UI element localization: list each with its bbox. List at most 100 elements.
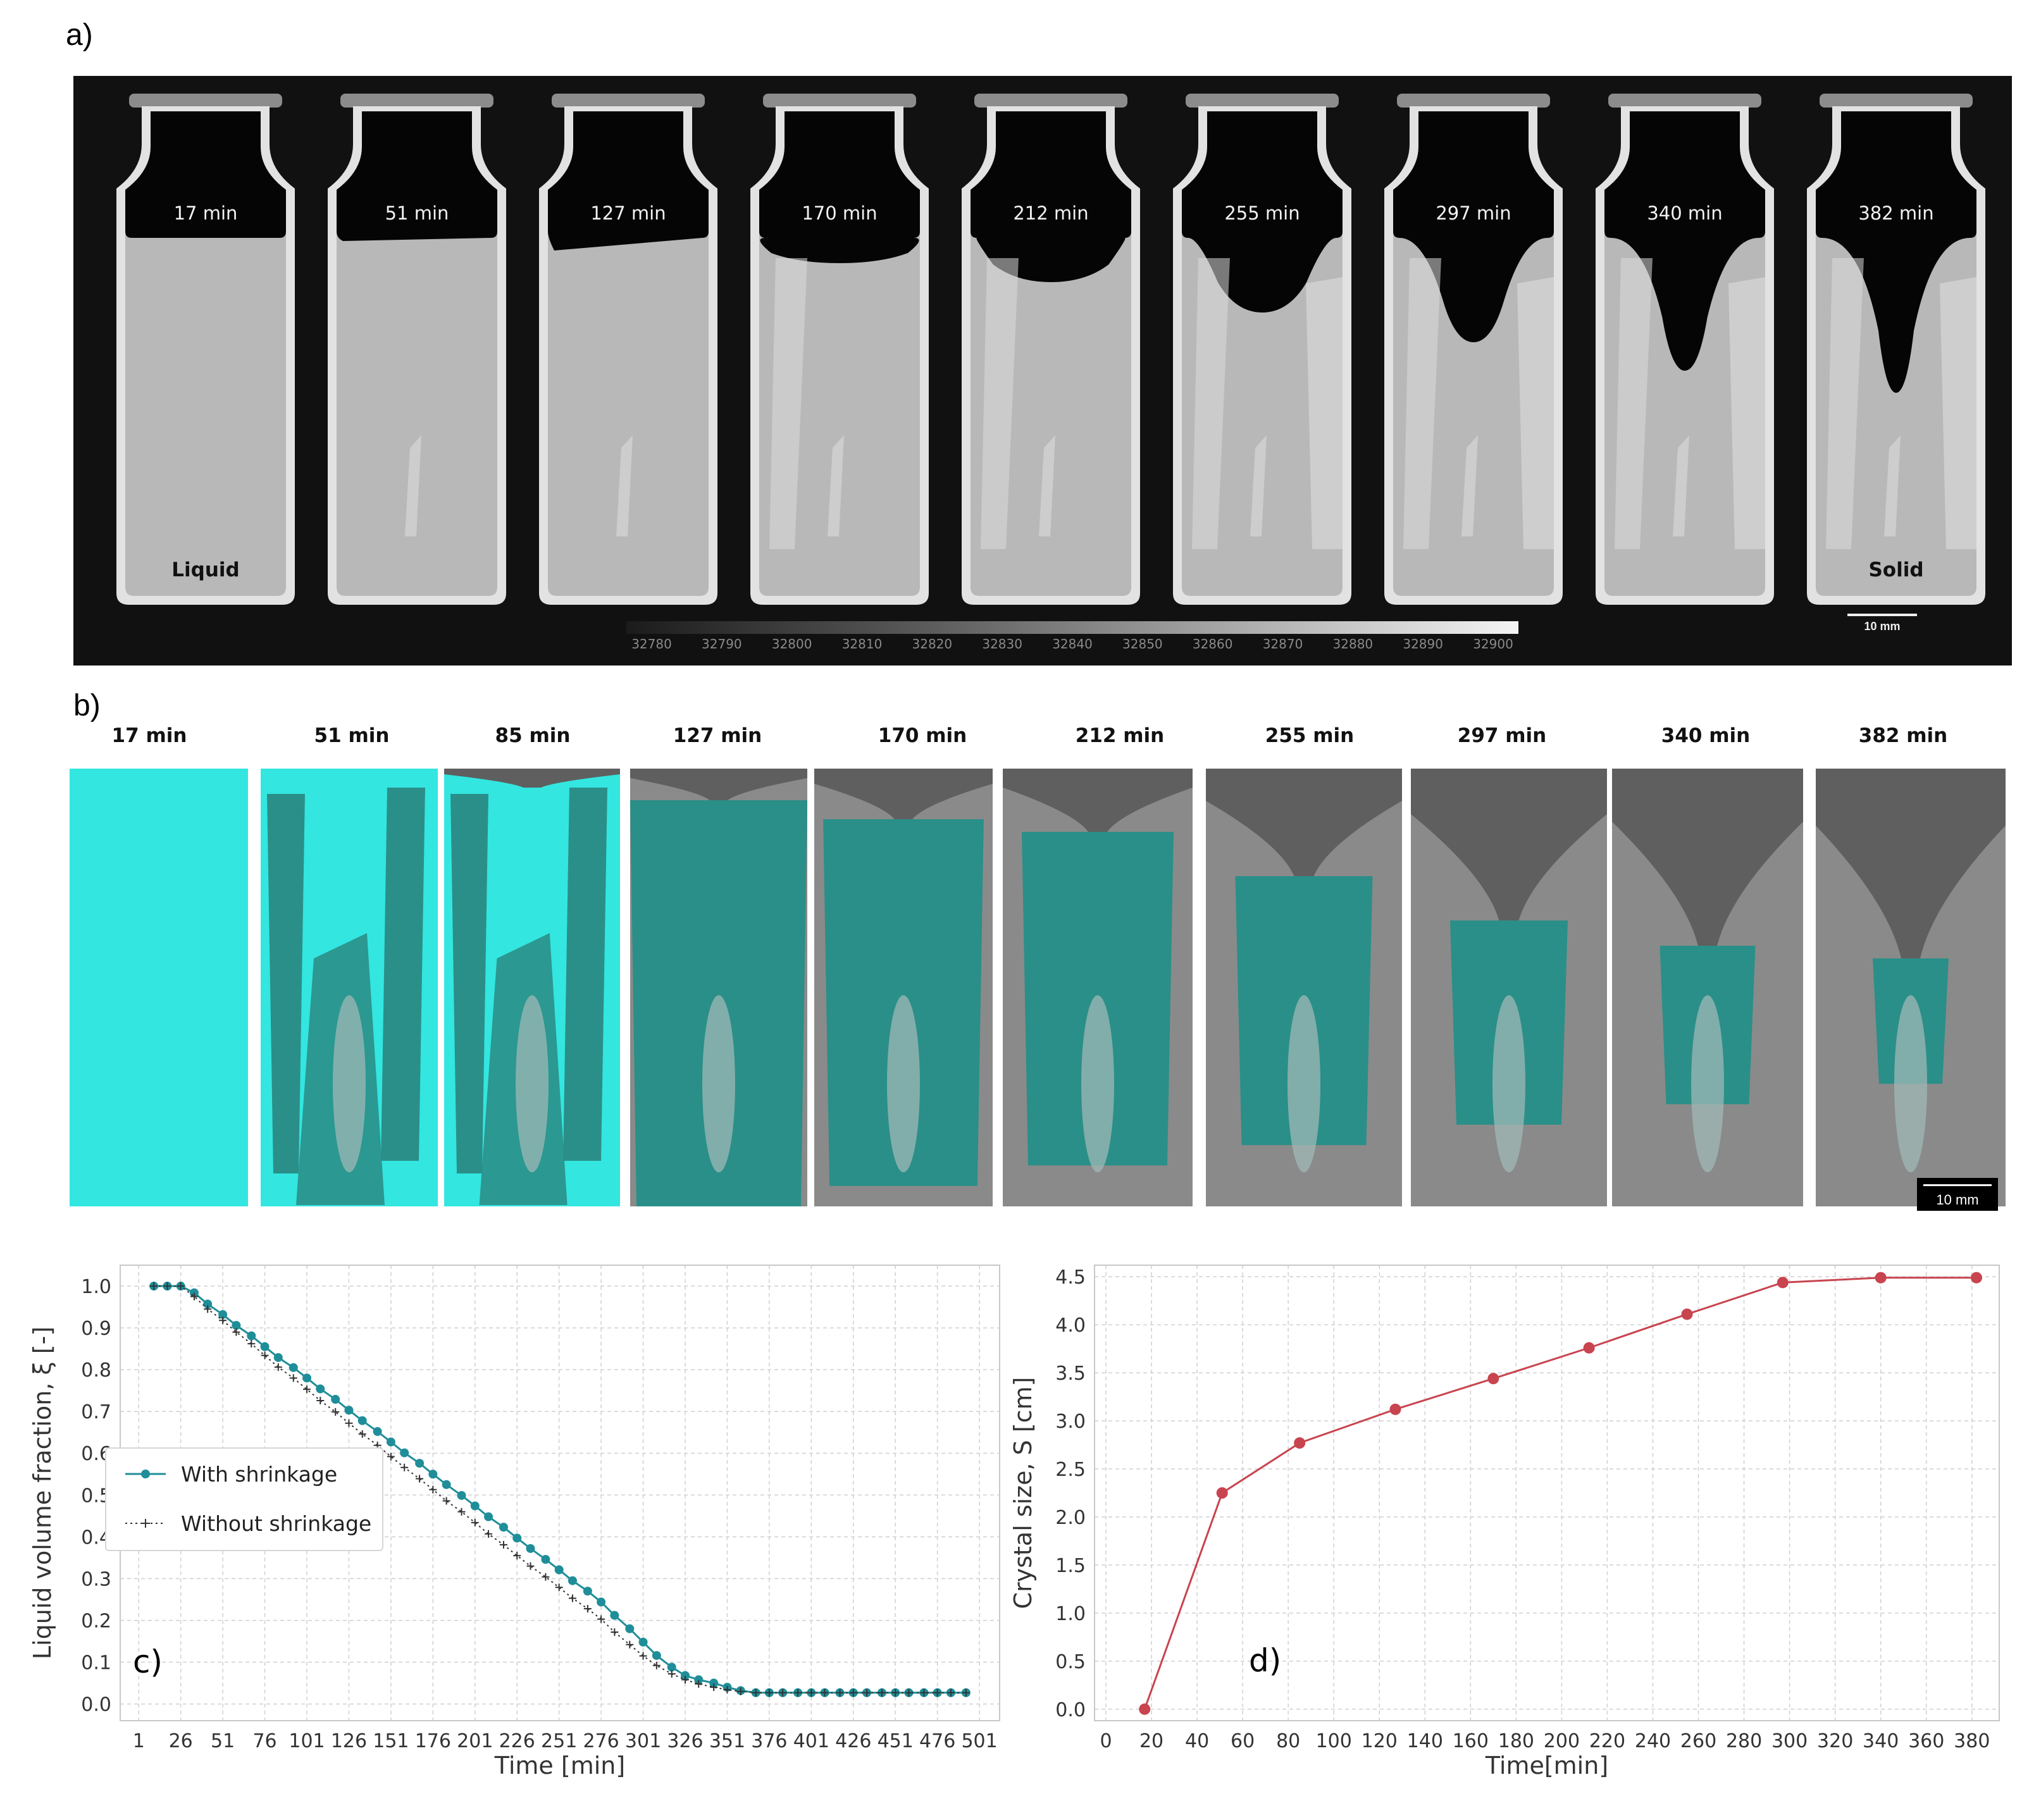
x-tick-label: 380 (1954, 1730, 1990, 1752)
data-point (821, 1688, 829, 1697)
render-image (1003, 769, 1193, 1206)
legend-label-without-shrinkage: Without shrinkage (181, 1511, 372, 1536)
data-point (442, 1480, 451, 1489)
colorbar-tick: 32790 (702, 636, 742, 652)
data-point (554, 1565, 564, 1575)
data-point (1294, 1437, 1306, 1449)
y-tick-label: 0.9 (81, 1318, 111, 1340)
data-point (357, 1416, 367, 1425)
vial-time-label: 170 min (802, 202, 878, 224)
y-tick-label: 3.0 (1055, 1411, 1086, 1433)
data-point (541, 1555, 550, 1564)
panel-c-label: c) (133, 1644, 163, 1680)
render-time-label: 127 min (673, 724, 762, 747)
x-tick-label: 176 (415, 1730, 451, 1752)
data-point (204, 1305, 212, 1313)
data-point (639, 1652, 647, 1660)
data-point (471, 1518, 479, 1526)
crystal-render (630, 769, 807, 1206)
colorbar-tick: 32880 (1332, 636, 1374, 652)
data-point (583, 1604, 592, 1613)
render-image (1612, 769, 1803, 1206)
data-point (638, 1637, 648, 1647)
colorbar-tick: 32840 (1052, 636, 1093, 652)
render-image (1206, 769, 1402, 1206)
x-tick-label: 260 (1680, 1730, 1716, 1752)
render-image (1411, 769, 1607, 1206)
scale-bar-a (1847, 614, 1917, 616)
legend-item-without-shrinkage: Without shrinkage (124, 1511, 371, 1536)
colorbar-tick: 32800 (771, 636, 812, 652)
data-point (415, 1459, 425, 1468)
x-tick-label: 40 (1185, 1730, 1209, 1752)
data-point (836, 1688, 844, 1697)
y-tick-label: 0.0 (81, 1694, 111, 1716)
data-point (1875, 1272, 1887, 1284)
vial-image (1596, 94, 1774, 605)
render-image (630, 769, 807, 1206)
data-point (709, 1678, 719, 1688)
render-image (261, 769, 438, 1206)
x-tick-label: 351 (709, 1730, 745, 1752)
y-tick-label: 4.0 (1055, 1315, 1086, 1337)
data-point (513, 1552, 521, 1560)
data-point (779, 1688, 787, 1697)
x-tick-label: 360 (1908, 1730, 1944, 1752)
data-point (610, 1611, 619, 1620)
colorbar-tick: 32780 (631, 636, 672, 652)
y-tick-label: 0.1 (81, 1652, 111, 1675)
ct-vial: 382 min Solid (1794, 94, 1998, 606)
x-tick-label: 76 (252, 1730, 276, 1752)
render-image (444, 769, 620, 1206)
data-point (667, 1670, 676, 1678)
y-tick-label: 0.0 (1055, 1699, 1086, 1721)
y-tick-label: 0.7 (81, 1401, 111, 1423)
x-tick-label: 151 (373, 1730, 409, 1752)
data-point (485, 1530, 493, 1538)
data-point (400, 1463, 409, 1471)
data-point (499, 1523, 508, 1532)
crystal-render (814, 769, 993, 1206)
x-tick-label: 276 (583, 1730, 619, 1752)
data-point (694, 1675, 704, 1685)
panel-a-label: a) (66, 18, 93, 52)
ct-vial: 340 min (1583, 94, 1787, 606)
x-tick-label: 1 (133, 1730, 145, 1752)
data-point (232, 1328, 240, 1336)
colorbar-tick: 32820 (912, 636, 953, 652)
legend-label-with-shrinkage: With shrinkage (181, 1461, 338, 1487)
scale-bar-a-label: 10 mm (1864, 620, 1901, 633)
chart-d-svg: 0 20 40 60 80 100 120 140 160 180 200 220 240 260 280 3… (1009, 1265, 2000, 1780)
data-point (1487, 1373, 1499, 1385)
data-point (807, 1688, 816, 1697)
panel-b-label: b) (73, 689, 101, 722)
render-time-label: 297 min (1457, 724, 1547, 747)
data-point (386, 1437, 395, 1447)
data-point (428, 1470, 438, 1479)
data-point (752, 1688, 760, 1697)
data-point (625, 1624, 635, 1633)
data-point (273, 1353, 283, 1362)
vial-time-label: 17 min (173, 202, 238, 224)
data-point (526, 1544, 535, 1553)
data-point (920, 1688, 928, 1697)
crystal-render (1411, 769, 1607, 1206)
data-point (416, 1475, 424, 1483)
data-point (150, 1282, 158, 1291)
data-point (849, 1688, 857, 1697)
data-point (555, 1583, 563, 1592)
data-point (667, 1662, 676, 1672)
vial-image (962, 94, 1140, 605)
legend-item-with-shrinkage: With shrinkage (124, 1461, 337, 1487)
panel-a-ct-slices: 17 min Liquid 51 min 127 min 170 min 212 min 2… (73, 76, 2012, 665)
data-point (736, 1687, 745, 1695)
data-point (203, 1299, 213, 1309)
data-point (652, 1650, 661, 1660)
vial-image (539, 94, 717, 605)
colorbar-tick: 32860 (1192, 636, 1233, 652)
vial-time-label: 382 min (1858, 202, 1934, 224)
render-time-label: 17 min (111, 724, 187, 747)
data-point (260, 1342, 270, 1351)
data-point (681, 1676, 689, 1684)
data-point (583, 1587, 592, 1596)
